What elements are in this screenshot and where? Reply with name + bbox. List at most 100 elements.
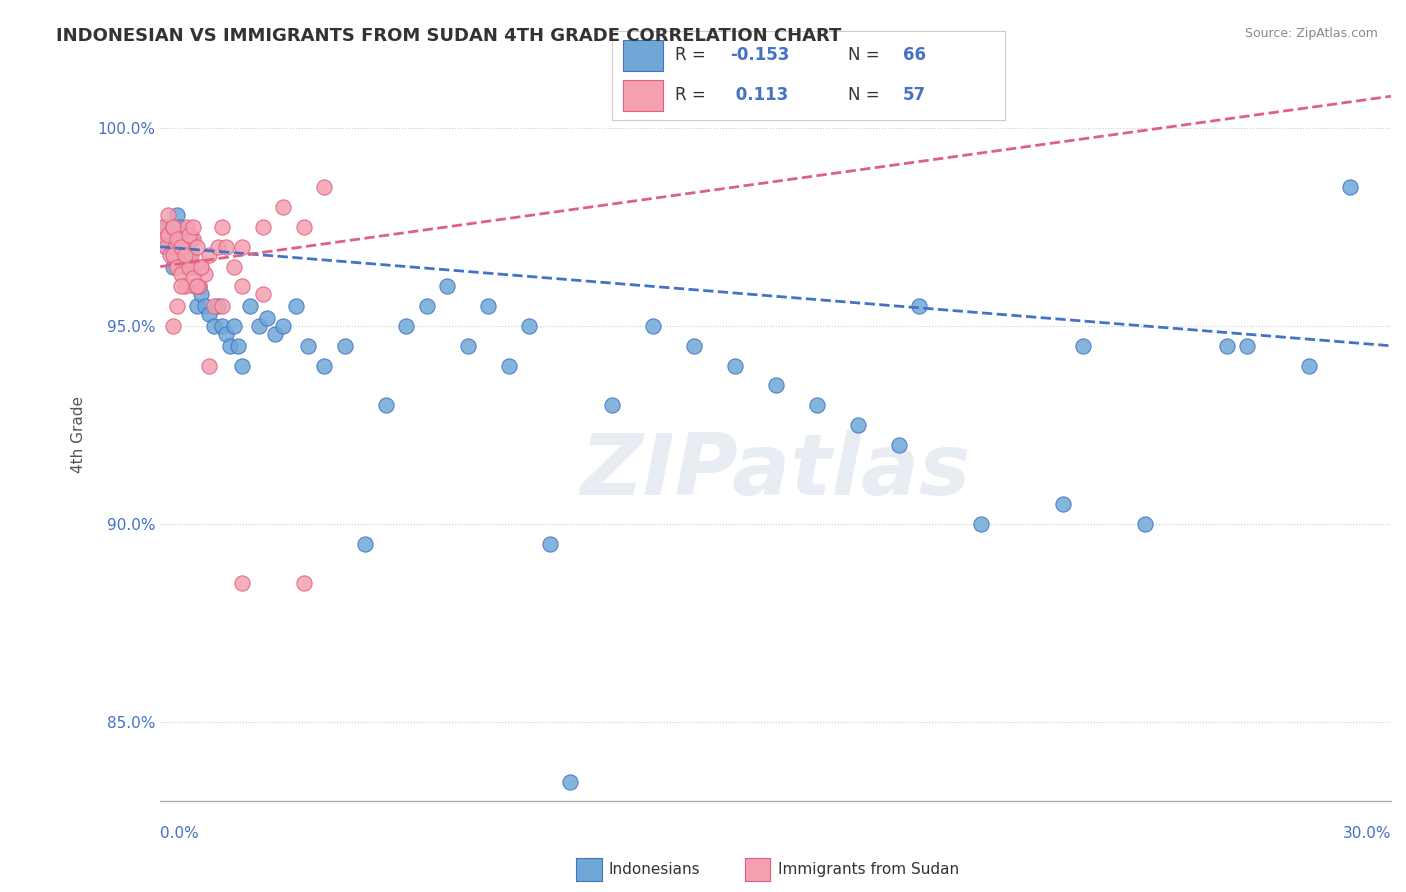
Point bbox=[166, 260, 188, 274]
Point bbox=[600, 398, 623, 412]
Point bbox=[252, 287, 274, 301]
Point bbox=[1071, 339, 1094, 353]
Text: INDONESIAN VS IMMIGRANTS FROM SUDAN 4TH GRADE CORRELATION CHART: INDONESIAN VS IMMIGRANTS FROM SUDAN 4TH … bbox=[56, 27, 842, 45]
Text: Source: ZipAtlas.com: Source: ZipAtlas.com bbox=[1244, 27, 1378, 40]
Point bbox=[211, 299, 233, 313]
Point bbox=[231, 359, 253, 373]
Point bbox=[177, 260, 200, 274]
Point bbox=[155, 240, 177, 254]
Point bbox=[1052, 497, 1074, 511]
Point bbox=[181, 271, 204, 285]
Text: R =: R = bbox=[675, 46, 710, 64]
Point bbox=[292, 219, 315, 234]
Point bbox=[167, 232, 190, 246]
Point bbox=[159, 248, 181, 262]
Point bbox=[194, 299, 217, 313]
Text: -0.153: -0.153 bbox=[730, 46, 789, 64]
Point bbox=[150, 219, 173, 234]
Point bbox=[314, 359, 336, 373]
Point bbox=[211, 219, 233, 234]
Point bbox=[177, 227, 200, 242]
Point bbox=[180, 232, 202, 246]
Point bbox=[173, 279, 195, 293]
Point bbox=[157, 232, 180, 246]
Point bbox=[163, 240, 186, 254]
Point bbox=[519, 318, 541, 333]
Point bbox=[202, 318, 225, 333]
Point bbox=[166, 299, 188, 313]
Point bbox=[231, 279, 253, 293]
Point bbox=[176, 219, 198, 234]
Point bbox=[765, 378, 787, 392]
Point bbox=[177, 248, 200, 262]
Point bbox=[806, 398, 828, 412]
Point bbox=[477, 299, 499, 313]
Point bbox=[231, 240, 253, 254]
Point bbox=[970, 516, 993, 531]
Point bbox=[641, 318, 664, 333]
Point bbox=[284, 299, 307, 313]
Point bbox=[162, 248, 184, 262]
Point bbox=[166, 260, 188, 274]
Point bbox=[173, 260, 195, 274]
Point bbox=[231, 576, 253, 591]
Point bbox=[184, 279, 207, 293]
Point bbox=[173, 248, 195, 262]
Point bbox=[177, 260, 200, 274]
Point bbox=[153, 232, 176, 246]
Point bbox=[436, 279, 458, 293]
Point bbox=[198, 248, 221, 262]
Point bbox=[297, 339, 319, 353]
Y-axis label: 4th Grade: 4th Grade bbox=[72, 396, 86, 474]
Point bbox=[207, 299, 229, 313]
Point bbox=[170, 240, 193, 254]
Text: Immigrants from Sudan: Immigrants from Sudan bbox=[778, 863, 959, 877]
Point bbox=[239, 299, 262, 313]
Point bbox=[186, 279, 208, 293]
Point bbox=[173, 240, 195, 254]
Point bbox=[682, 339, 704, 353]
Text: 66: 66 bbox=[903, 46, 927, 64]
Point bbox=[176, 240, 198, 254]
FancyBboxPatch shape bbox=[623, 40, 662, 71]
Point bbox=[172, 248, 194, 262]
Point bbox=[247, 318, 270, 333]
Point bbox=[333, 339, 356, 353]
Point bbox=[211, 318, 233, 333]
Point bbox=[186, 299, 208, 313]
Point bbox=[1236, 339, 1258, 353]
Point bbox=[166, 208, 188, 222]
Point bbox=[887, 438, 910, 452]
Point bbox=[184, 279, 207, 293]
FancyBboxPatch shape bbox=[623, 80, 662, 112]
Point bbox=[314, 180, 336, 194]
Point bbox=[256, 311, 278, 326]
Point bbox=[215, 326, 238, 341]
Point bbox=[271, 200, 294, 214]
Point bbox=[271, 318, 294, 333]
Point bbox=[172, 248, 194, 262]
Point bbox=[219, 339, 242, 353]
Point bbox=[181, 260, 204, 274]
Point bbox=[163, 240, 186, 254]
Point bbox=[157, 208, 180, 222]
Text: 0.0%: 0.0% bbox=[160, 826, 200, 841]
Text: Indonesians: Indonesians bbox=[609, 863, 700, 877]
Point bbox=[190, 287, 212, 301]
Point bbox=[159, 227, 181, 242]
Point bbox=[194, 268, 217, 282]
Text: 30.0%: 30.0% bbox=[1343, 826, 1391, 841]
Point bbox=[162, 219, 184, 234]
Point bbox=[538, 537, 561, 551]
Point bbox=[226, 339, 249, 353]
Point bbox=[416, 299, 439, 313]
Text: 57: 57 bbox=[903, 87, 927, 104]
Point bbox=[181, 219, 204, 234]
Point bbox=[190, 260, 212, 274]
Point bbox=[186, 240, 208, 254]
Point bbox=[188, 279, 211, 293]
Point bbox=[1216, 339, 1239, 353]
Point bbox=[354, 537, 377, 551]
Text: R =: R = bbox=[675, 87, 710, 104]
Point bbox=[170, 240, 193, 254]
